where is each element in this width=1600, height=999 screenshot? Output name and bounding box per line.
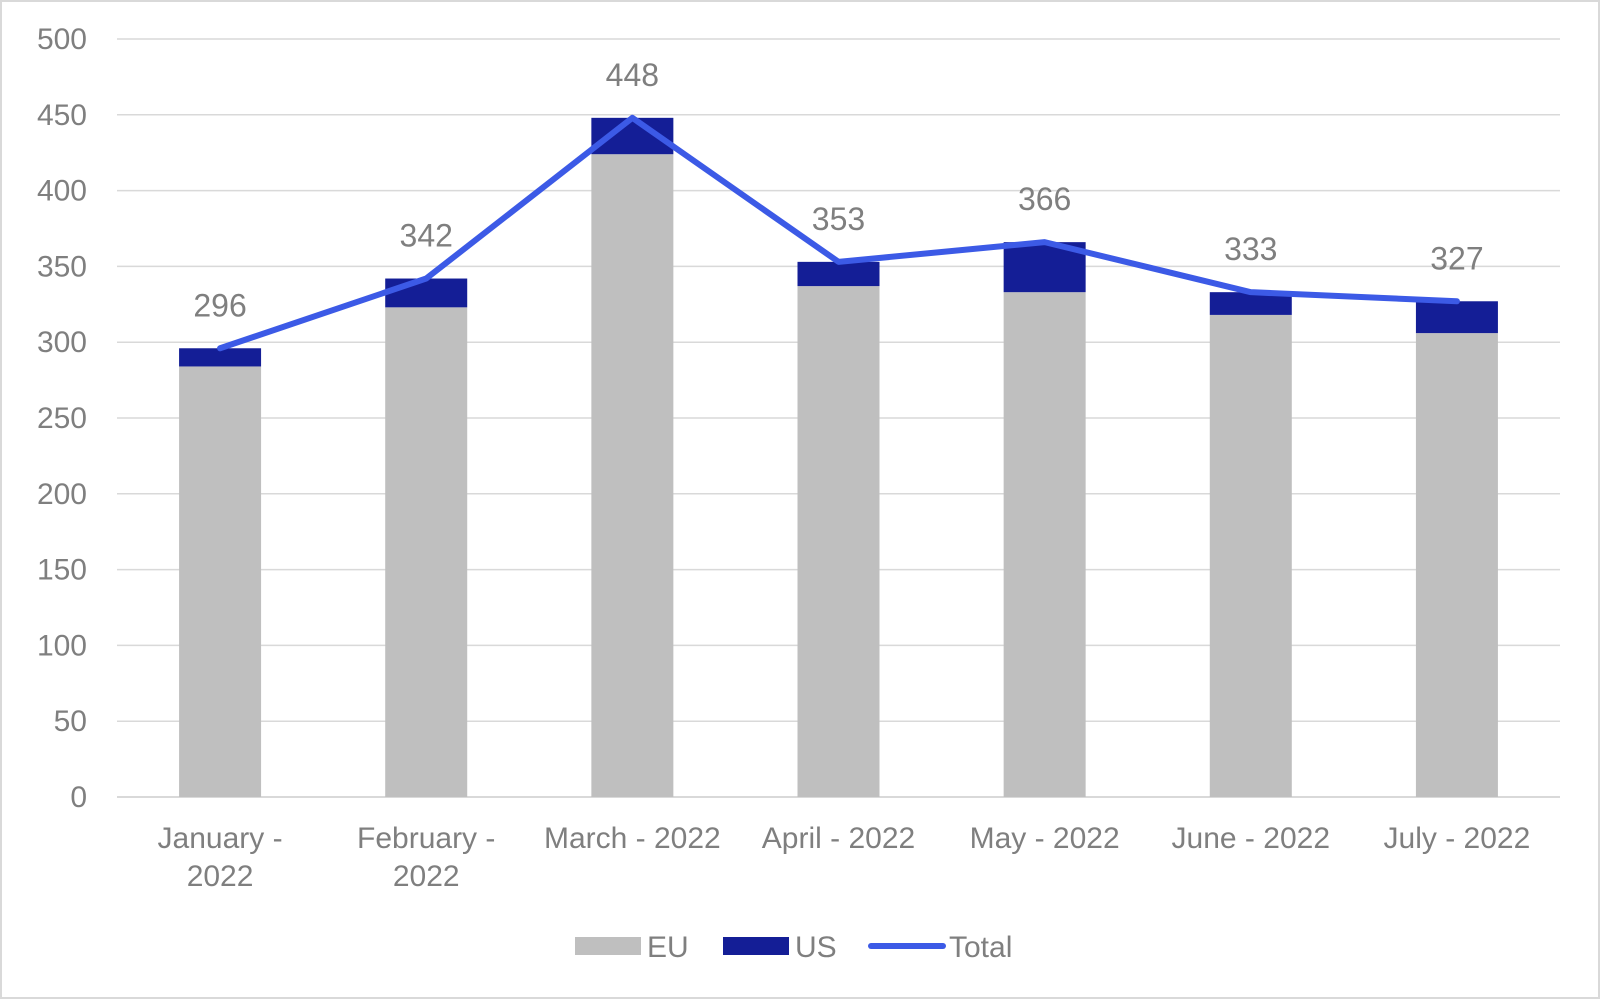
bar-eu bbox=[1003, 292, 1086, 797]
data-labels: 296 342 448 353 366 333 327 bbox=[193, 57, 1483, 323]
x-tick-label: January -2022 bbox=[158, 822, 283, 893]
data-label: 448 bbox=[606, 57, 659, 93]
data-label: 366 bbox=[1018, 181, 1071, 217]
bars bbox=[179, 117, 1498, 797]
legend-swatch-eu bbox=[575, 937, 641, 955]
gridlines bbox=[117, 38, 1560, 798]
x-tick-label: July - 2022 bbox=[1384, 822, 1531, 855]
y-tick-label: 100 bbox=[37, 629, 87, 662]
data-label: 342 bbox=[400, 218, 453, 254]
y-axis: 0 50 100 150 200 250 300 350 400 450 500 bbox=[37, 23, 87, 814]
x-tick-label: June - 2022 bbox=[1172, 822, 1330, 855]
bar-us bbox=[797, 261, 880, 287]
x-tick-label: April - 2022 bbox=[762, 822, 915, 855]
y-tick-label: 300 bbox=[37, 326, 87, 359]
y-tick-label: 500 bbox=[37, 23, 87, 56]
bar-us bbox=[179, 348, 262, 367]
bar-eu bbox=[179, 366, 262, 797]
bar-us bbox=[385, 278, 468, 308]
bar-us bbox=[1209, 292, 1292, 315]
x-tick-label: March - 2022 bbox=[544, 822, 721, 855]
x-tick-label: May - 2022 bbox=[970, 822, 1120, 855]
legend-swatch-us bbox=[723, 937, 789, 955]
y-tick-label: 150 bbox=[37, 554, 87, 587]
y-tick-label: 50 bbox=[54, 705, 87, 738]
y-tick-label: 250 bbox=[37, 402, 87, 435]
legend-label-total: Total bbox=[949, 931, 1012, 964]
x-axis: January -2022 February -2022 March - 2022 A… bbox=[158, 822, 1531, 893]
y-tick-label: 200 bbox=[37, 478, 87, 511]
y-tick-label: 450 bbox=[37, 99, 87, 132]
data-label: 296 bbox=[193, 287, 246, 323]
legend-label-us: US bbox=[795, 931, 837, 964]
y-tick-label: 0 bbox=[70, 781, 87, 814]
x-tick-label: February -2022 bbox=[357, 822, 495, 893]
bar-eu bbox=[797, 286, 880, 797]
data-label: 353 bbox=[812, 201, 865, 237]
legend: EU US Total bbox=[575, 931, 1012, 964]
data-label: 327 bbox=[1430, 240, 1483, 276]
total-line bbox=[217, 114, 1460, 352]
bar-eu bbox=[591, 154, 674, 797]
legend-label-eu: EU bbox=[647, 931, 689, 964]
data-label: 333 bbox=[1224, 231, 1277, 267]
bar-eu bbox=[385, 307, 468, 797]
y-tick-label: 350 bbox=[37, 250, 87, 283]
y-tick-label: 400 bbox=[37, 175, 87, 208]
bar-us bbox=[1415, 301, 1498, 334]
bar-eu bbox=[1209, 314, 1292, 797]
bar-eu bbox=[1415, 333, 1498, 797]
